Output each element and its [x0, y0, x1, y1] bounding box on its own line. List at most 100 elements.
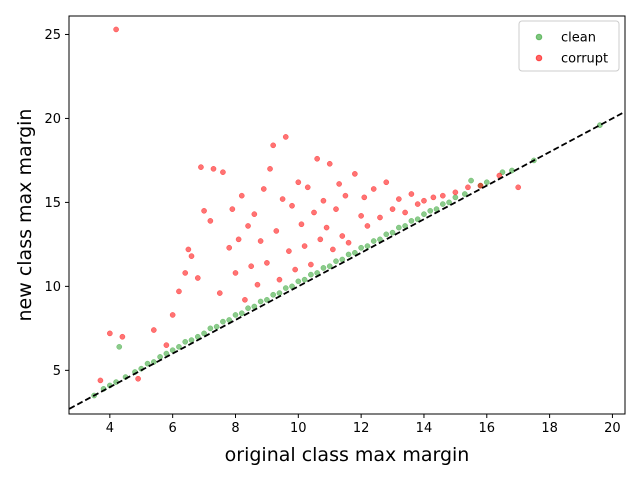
data-point-corrupt: [198, 164, 204, 170]
data-point-clean: [333, 258, 339, 265]
y-tick-label: 10: [44, 280, 61, 295]
data-point-corrupt: [352, 171, 358, 177]
data-point-corrupt: [364, 223, 371, 229]
y-tick-label: 15: [44, 196, 61, 211]
x-axis-label: original class max margin: [225, 444, 470, 466]
data-point-corrupt: [358, 212, 364, 219]
data-point-corrupt: [242, 296, 248, 303]
data-point-clean: [213, 323, 220, 330]
data-point-clean: [220, 318, 226, 325]
data-point-corrupt: [106, 330, 113, 337]
x-tick-label: 12: [353, 421, 370, 436]
x-tick-label: 18: [541, 421, 558, 436]
data-point-corrupt: [194, 275, 201, 281]
legend-marker: [535, 33, 543, 41]
data-point-corrupt: [330, 246, 336, 253]
legend-item-corrupt: corrupt: [535, 52, 608, 67]
data-point-corrupt: [421, 197, 427, 204]
data-point-corrupt: [207, 218, 214, 224]
legend-item-clean: clean: [535, 31, 596, 46]
data-point-corrupt: [232, 270, 239, 276]
data-point-corrupt: [97, 377, 104, 384]
data-point-corrupt: [267, 165, 273, 172]
data-point-clean: [232, 312, 239, 318]
data-point-corrupt: [465, 184, 471, 191]
data-point-clean: [383, 231, 390, 238]
y-tick-label: 25: [44, 28, 61, 43]
data-point-clean: [270, 291, 277, 298]
y-tick-label: 5: [53, 364, 61, 379]
data-point-corrupt: [286, 248, 292, 254]
y-axis-ticks: 5 10 15 20 25: [44, 28, 69, 379]
data-point-corrupt: [260, 186, 267, 192]
data-point-corrupt: [301, 243, 308, 249]
data-point-clean: [468, 177, 474, 184]
data-point-corrupt: [119, 333, 126, 340]
data-point-corrupt: [279, 196, 286, 202]
x-tick-label: 6: [169, 421, 177, 436]
data-point-corrupt: [245, 223, 251, 229]
data-point-clean: [320, 265, 327, 271]
data-point-corrupt: [377, 214, 383, 221]
plot-area: [69, 26, 625, 410]
data-point-clean: [408, 218, 415, 224]
data-point-clean: [395, 224, 402, 231]
data-point-corrupt: [292, 266, 299, 273]
x-tick-label: 8: [231, 421, 239, 436]
data-point-corrupt: [317, 236, 324, 243]
data-point-corrupt: [176, 288, 182, 295]
data-point-clean: [364, 243, 371, 249]
data-point-corrupt: [226, 244, 233, 251]
data-point-clean: [144, 360, 151, 367]
data-point-corrupt: [254, 281, 261, 288]
data-point-corrupt: [414, 201, 421, 207]
data-point-clean: [176, 343, 182, 350]
data-point-clean: [257, 298, 264, 305]
data-point-corrupt: [216, 290, 223, 296]
data-point-corrupt: [345, 239, 352, 246]
x-tick-label: 10: [290, 421, 307, 436]
data-point-clean: [358, 244, 364, 251]
data-point-clean: [282, 285, 289, 291]
x-axis-ticks: 4 6 8 10 12 14 16 18 20: [106, 414, 621, 436]
data-point-clean: [276, 290, 283, 296]
data-point-corrupt: [333, 206, 339, 212]
legend-label: clean: [561, 31, 596, 46]
data-point-corrupt: [304, 184, 311, 191]
x-tick-label: 16: [479, 421, 496, 436]
data-point-clean: [326, 263, 333, 270]
data-point-corrupt: [361, 194, 368, 201]
data-point-corrupt: [308, 261, 314, 268]
data-point-corrupt: [248, 263, 255, 270]
data-point-corrupt: [336, 181, 342, 187]
y-axis-label: new class max margin: [14, 109, 36, 322]
data-point-corrupt: [408, 191, 415, 197]
data-point-corrupt: [342, 192, 349, 199]
data-point-clean: [452, 194, 459, 201]
data-point-corrupt: [289, 202, 295, 209]
data-point-corrupt: [326, 160, 333, 167]
data-point-corrupt: [439, 192, 446, 199]
data-point-corrupt: [295, 179, 302, 186]
data-point-corrupt: [276, 276, 283, 283]
data-point-clean: [483, 179, 490, 186]
data-point-corrupt: [185, 246, 192, 253]
x-tick-label: 14: [416, 421, 433, 436]
data-point-corrupt: [452, 189, 459, 196]
data-point-clean: [345, 251, 352, 258]
x-tick-label: 4: [106, 421, 114, 436]
legend: clean corrupt: [518, 20, 620, 72]
data-point-corrupt: [235, 236, 242, 243]
data-point-corrupt: [389, 206, 396, 212]
data-point-corrupt: [150, 327, 157, 333]
data-point-corrupt: [383, 179, 390, 186]
data-point-clean: [157, 354, 163, 360]
data-point-clean: [308, 271, 314, 278]
data-point-corrupt: [238, 192, 245, 199]
data-point-corrupt: [477, 182, 484, 189]
data-point-clean: [116, 343, 123, 350]
data-point-corrupt: [135, 375, 141, 382]
x-tick-label: 20: [604, 421, 621, 436]
data-point-clean: [389, 229, 396, 236]
data-point-corrupt: [314, 155, 321, 162]
